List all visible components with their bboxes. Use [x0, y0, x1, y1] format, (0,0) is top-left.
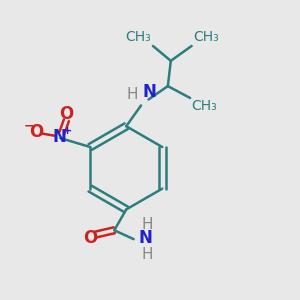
Text: O: O — [59, 105, 74, 123]
Text: N: N — [138, 229, 152, 247]
Text: H: H — [141, 247, 153, 262]
Text: N: N — [142, 83, 156, 101]
Text: O: O — [30, 123, 44, 141]
Text: H: H — [127, 87, 138, 102]
Text: N: N — [52, 128, 66, 146]
Text: CH₃: CH₃ — [192, 100, 218, 113]
Text: +: + — [63, 126, 73, 136]
Text: CH₃: CH₃ — [126, 31, 152, 44]
Text: H: H — [141, 217, 153, 232]
Text: O: O — [83, 229, 98, 247]
Text: CH₃: CH₃ — [193, 31, 219, 44]
Text: −: − — [24, 120, 34, 133]
